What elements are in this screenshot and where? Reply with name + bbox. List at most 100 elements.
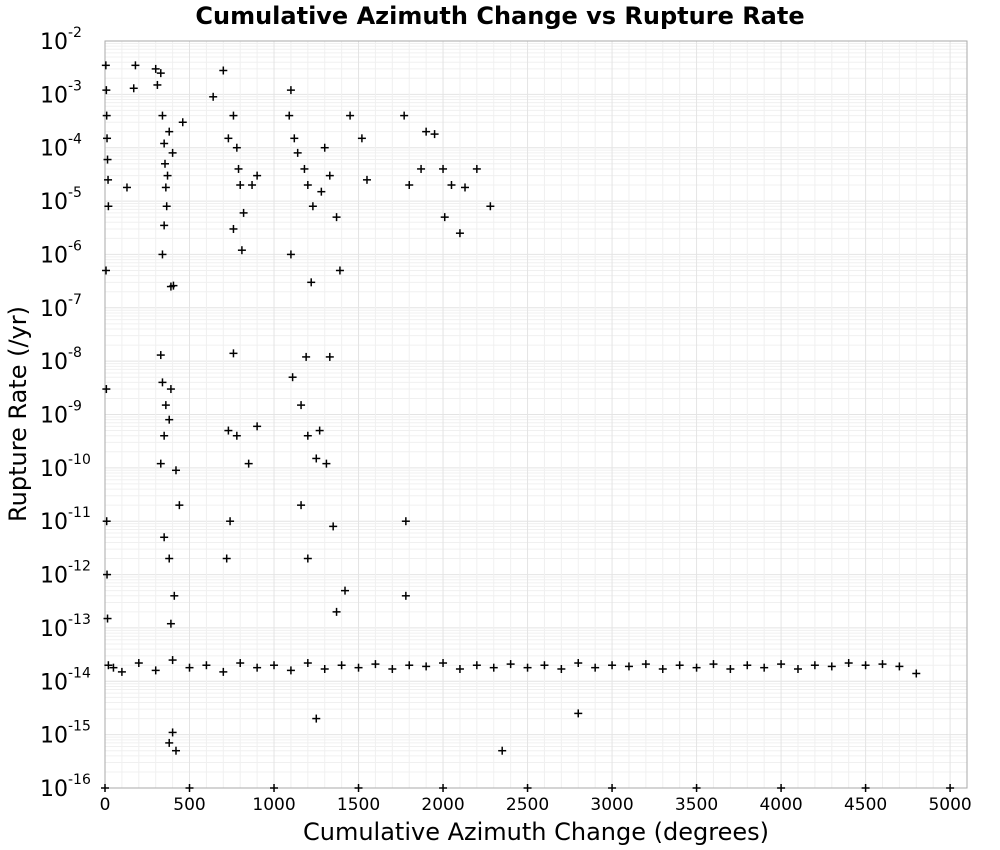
data-point bbox=[102, 266, 111, 275]
data-point bbox=[312, 714, 321, 723]
data-point bbox=[290, 134, 299, 143]
data-point bbox=[224, 426, 233, 435]
x-tick-label: 5000 bbox=[928, 795, 971, 815]
data-point bbox=[102, 86, 111, 95]
data-point bbox=[162, 202, 171, 211]
data-point bbox=[439, 659, 448, 668]
y-tick-label: 10-8 bbox=[40, 345, 82, 375]
data-point bbox=[286, 250, 295, 259]
data-point bbox=[346, 111, 355, 120]
data-point bbox=[234, 164, 243, 173]
data-point bbox=[253, 663, 262, 672]
data-point bbox=[102, 517, 111, 526]
chart-title: Cumulative Azimuth Change vs Rupture Rat… bbox=[195, 2, 804, 30]
data-point bbox=[161, 183, 170, 192]
data-point bbox=[117, 667, 126, 676]
y-tick-label: 10-3 bbox=[40, 78, 82, 108]
data-point bbox=[608, 661, 617, 670]
data-point bbox=[165, 127, 174, 136]
data-point bbox=[219, 667, 228, 676]
data-point bbox=[793, 664, 802, 673]
data-point bbox=[810, 661, 819, 670]
data-point bbox=[104, 202, 113, 211]
data-point bbox=[219, 66, 228, 75]
data-point bbox=[489, 663, 498, 672]
data-point bbox=[447, 181, 456, 190]
data-point bbox=[253, 422, 262, 431]
data-point bbox=[297, 501, 306, 510]
data-point bbox=[166, 619, 175, 628]
data-point bbox=[122, 183, 131, 192]
data-point bbox=[286, 86, 295, 95]
y-axis-label: Rupture Rate (/yr) bbox=[4, 306, 32, 522]
data-point bbox=[165, 554, 174, 563]
data-point bbox=[574, 659, 583, 668]
data-point bbox=[317, 187, 326, 196]
data-point bbox=[285, 111, 294, 120]
data-point bbox=[388, 664, 397, 673]
data-point bbox=[229, 111, 238, 120]
data-point bbox=[202, 661, 211, 670]
x-tick-label: 0 bbox=[100, 795, 111, 815]
data-point bbox=[168, 656, 177, 665]
data-point bbox=[169, 281, 178, 290]
data-point bbox=[307, 278, 316, 287]
y-tick-label: 10-2 bbox=[40, 25, 82, 55]
data-point bbox=[104, 661, 113, 670]
data-point bbox=[472, 164, 481, 173]
data-point bbox=[222, 554, 231, 563]
data-point bbox=[103, 614, 112, 623]
data-point bbox=[946, 784, 955, 792]
data-point bbox=[158, 111, 167, 120]
data-point bbox=[175, 501, 184, 510]
data-point bbox=[354, 663, 363, 672]
x-tick-label: 1500 bbox=[337, 795, 380, 815]
data-point bbox=[362, 175, 371, 184]
data-point bbox=[337, 661, 346, 670]
y-axis-ticks: 10-2 10-3 10-4 10-5 10-6 10-7 10-8 10-9 10-10 10-… bbox=[40, 25, 91, 802]
data-point bbox=[430, 130, 439, 139]
data-point bbox=[332, 213, 341, 222]
y-tick-label: 10-5 bbox=[40, 185, 82, 215]
data-point bbox=[303, 554, 312, 563]
data-point bbox=[498, 746, 507, 755]
data-point bbox=[439, 784, 448, 792]
plot-area bbox=[104, 40, 968, 789]
data-point bbox=[101, 784, 109, 792]
x-tick-label: 4000 bbox=[759, 795, 802, 815]
data-point bbox=[158, 250, 167, 259]
data-point bbox=[440, 213, 449, 222]
data-point bbox=[171, 746, 180, 755]
data-point bbox=[236, 659, 245, 668]
data-point bbox=[103, 134, 112, 143]
data-point bbox=[726, 664, 735, 673]
data-point bbox=[641, 660, 650, 669]
data-point bbox=[226, 517, 235, 526]
data-point bbox=[401, 517, 410, 526]
data-point bbox=[743, 661, 752, 670]
x-tick-label: 3500 bbox=[675, 795, 718, 815]
data-point bbox=[624, 662, 633, 671]
data-point bbox=[422, 127, 431, 136]
data-point bbox=[557, 664, 566, 673]
x-tick-label: 500 bbox=[173, 795, 205, 815]
data-point bbox=[827, 662, 836, 671]
data-point bbox=[209, 92, 218, 101]
data-point bbox=[170, 591, 179, 600]
data-point bbox=[171, 466, 180, 475]
x-axis-label: Cumulative Azimuth Change (degrees) bbox=[303, 818, 769, 846]
data-point bbox=[160, 139, 169, 148]
data-point bbox=[401, 591, 410, 600]
data-point bbox=[303, 181, 312, 190]
data-point bbox=[129, 84, 138, 93]
data-point bbox=[709, 660, 718, 669]
data-point bbox=[303, 659, 312, 668]
data-point bbox=[332, 607, 341, 616]
data-point bbox=[102, 385, 111, 394]
data-point bbox=[574, 709, 583, 718]
x-tick-label: 2500 bbox=[506, 795, 549, 815]
data-point bbox=[160, 221, 169, 230]
data-point bbox=[102, 111, 111, 120]
data-point bbox=[315, 426, 324, 435]
data-point bbox=[270, 784, 279, 792]
